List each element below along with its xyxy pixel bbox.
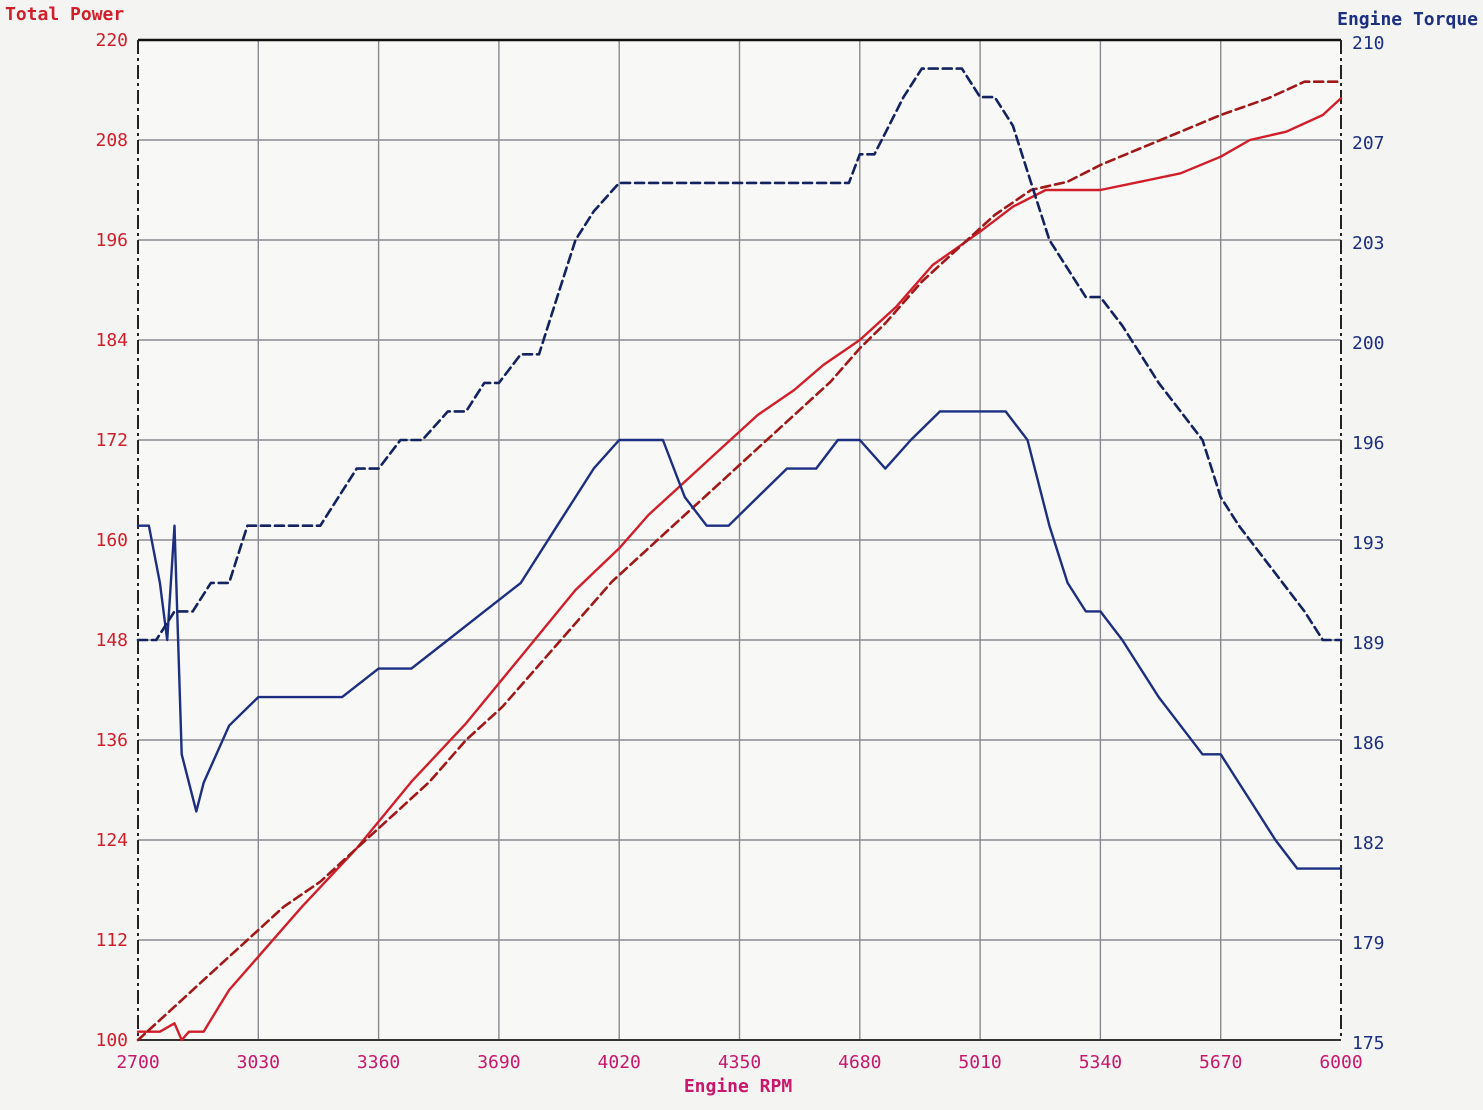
right-y-tick-label: 196 [1352, 433, 1385, 454]
left-y-tick-label: 112 [95, 930, 128, 951]
left-y-tick-label: 208 [95, 130, 128, 151]
x-tick-label: 4680 [838, 1052, 881, 1073]
x-tick-label: 4020 [598, 1052, 641, 1073]
x-tick-label: 3030 [237, 1052, 280, 1073]
right-y-tick-label: 189 [1352, 633, 1385, 654]
grid [138, 40, 1341, 1040]
torque-dashed-line [136, 67, 1343, 642]
left-y-tick-label: 148 [95, 630, 128, 651]
series-group [136, 67, 1343, 1042]
left-y-tick-label: 124 [95, 830, 128, 851]
left-y-tick-label: 100 [95, 1030, 128, 1051]
left-y-tick-label: 220 [95, 30, 128, 51]
left-y-tick-label: 184 [95, 330, 128, 351]
right-y-tick-label: 186 [1352, 733, 1385, 754]
x-tick-label: 4350 [718, 1052, 761, 1073]
x-tick-label: 3360 [357, 1052, 400, 1073]
x-tick-label: 6000 [1319, 1052, 1362, 1073]
x-tick-label: 5340 [1079, 1052, 1122, 1073]
x-axis-title: Engine RPM [684, 1076, 793, 1097]
right-y-tick-label: 175 [1352, 1033, 1385, 1054]
right-y-tick-label: 182 [1352, 833, 1385, 854]
x-tick-label: 2700 [116, 1052, 159, 1073]
right-y-tick-label: 207 [1352, 133, 1385, 154]
axis-labels: 2700 3030 3360 3690 4020 4350 4680 5010 5340 5670… [95, 30, 1384, 1073]
power-dashed-line [136, 80, 1343, 1042]
x-tick-label: 5010 [958, 1052, 1001, 1073]
x-tick-label: 3690 [477, 1052, 520, 1073]
left-y-tick-label: 172 [95, 430, 128, 451]
torque-solid-line [136, 410, 1343, 870]
left-axis-title: Total Power [5, 4, 124, 25]
left-y-tick-label: 196 [95, 230, 128, 251]
right-y-tick-label: 210 [1352, 33, 1385, 54]
right-axis-title: Engine Torque [1337, 9, 1478, 30]
right-y-tick-label: 200 [1352, 333, 1385, 354]
power-solid-line [136, 97, 1343, 1042]
x-tick-label: 5670 [1199, 1052, 1242, 1073]
right-y-tick-label: 203 [1352, 233, 1385, 254]
left-y-tick-label: 160 [95, 530, 128, 551]
right-y-tick-label: 179 [1352, 933, 1385, 954]
left-y-tick-label: 136 [95, 730, 128, 751]
right-y-tick-label: 193 [1352, 533, 1385, 554]
